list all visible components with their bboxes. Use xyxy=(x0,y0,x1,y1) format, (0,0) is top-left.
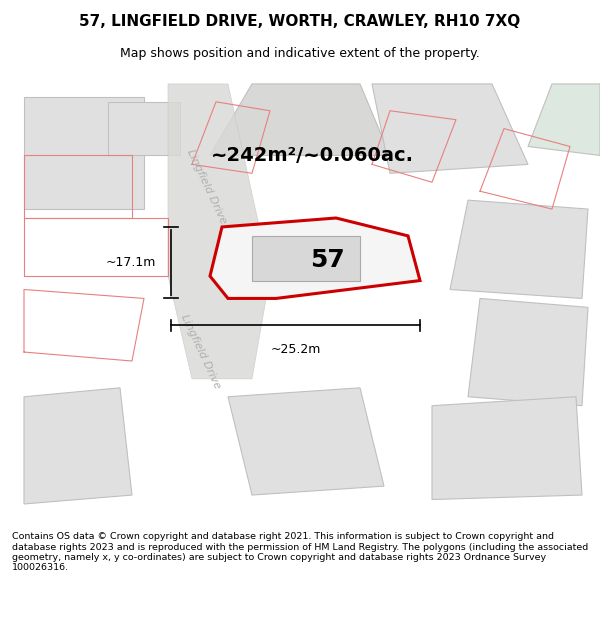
Bar xyxy=(252,236,360,281)
Polygon shape xyxy=(24,388,132,504)
Text: ~242m²/~0.060ac.: ~242m²/~0.060ac. xyxy=(211,146,413,165)
Polygon shape xyxy=(228,388,384,495)
Polygon shape xyxy=(168,84,270,379)
Text: Contains OS data © Crown copyright and database right 2021. This information is : Contains OS data © Crown copyright and d… xyxy=(12,532,588,572)
Polygon shape xyxy=(450,200,588,298)
Polygon shape xyxy=(108,102,180,156)
Polygon shape xyxy=(210,218,420,298)
Polygon shape xyxy=(210,84,390,156)
Text: 57, LINGFIELD DRIVE, WORTH, CRAWLEY, RH10 7XQ: 57, LINGFIELD DRIVE, WORTH, CRAWLEY, RH1… xyxy=(79,14,521,29)
Text: 57: 57 xyxy=(310,249,344,272)
Text: Lingfield Drive: Lingfield Drive xyxy=(185,148,229,226)
Text: ~17.1m: ~17.1m xyxy=(106,256,156,269)
Text: Map shows position and indicative extent of the property.: Map shows position and indicative extent… xyxy=(120,48,480,61)
Polygon shape xyxy=(24,98,144,209)
Text: ~25.2m: ~25.2m xyxy=(271,343,320,356)
Polygon shape xyxy=(432,397,582,499)
Text: Lingfield Drive: Lingfield Drive xyxy=(179,313,223,391)
Polygon shape xyxy=(528,84,600,156)
Polygon shape xyxy=(468,298,588,406)
Polygon shape xyxy=(372,84,528,173)
